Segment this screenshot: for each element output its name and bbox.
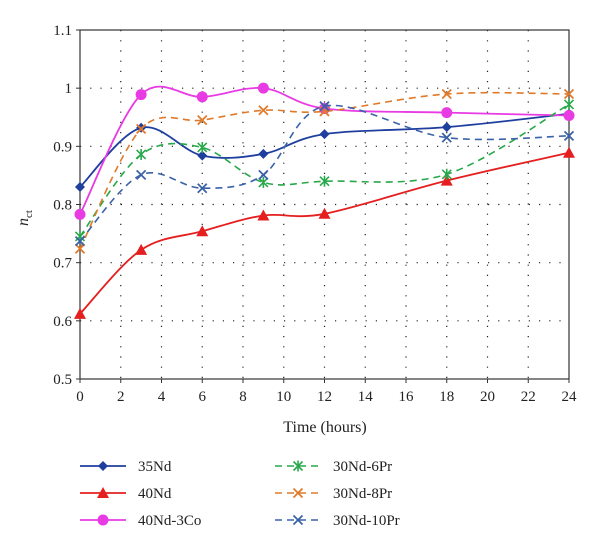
data-point-40nd-3co: [441, 107, 453, 119]
data-point-35nd: [75, 182, 85, 193]
data-point-30nd-10pr: [319, 101, 330, 112]
data-point-30nd-8pr: [563, 88, 575, 100]
data-point-30nd-6pr: [563, 98, 575, 110]
series-30nd-8pr: [74, 88, 575, 254]
series-30nd-6pr: [74, 98, 575, 242]
x-tick-label: 20: [480, 389, 495, 405]
data-point-30nd-8pr: [74, 243, 86, 254]
data-point-30nd-8pr: [441, 88, 452, 100]
series-line-30nd-8pr: [79, 91, 570, 250]
legend-item-35nd: 35Nd: [80, 459, 172, 475]
legend-marker: [98, 461, 108, 471]
x-tick-label: 4: [158, 389, 166, 405]
legend-marker: [292, 514, 304, 526]
axis-ticks: 0 2 4 6 8 10 12 14 16 18 20 22 240.50.60.70.80.911.1: [53, 23, 577, 405]
data-point-30nd-10pr: [441, 132, 452, 143]
data-point-40nd-3co: [563, 110, 575, 122]
legend-label: 35Nd: [138, 459, 172, 475]
data-point-30nd-8pr: [135, 123, 147, 135]
x-tick-label: 16: [399, 389, 415, 405]
data-point-35nd: [319, 129, 330, 140]
legend-item-30nd-10pr: 30Nd-10Pr: [275, 513, 400, 529]
y-tick-label: 0.5: [53, 372, 72, 388]
legend-label: 30Nd-8Pr: [333, 486, 392, 502]
y-tick-label: 0.7: [53, 256, 72, 272]
data-point-40nd-3co: [196, 91, 208, 103]
legend-item-40nd: 40Nd: [80, 486, 172, 502]
data-point-40nd: [440, 174, 453, 186]
x-tick-label: 8: [239, 389, 247, 405]
y-tick-label: 1: [65, 81, 73, 97]
data-point-30nd-8pr: [258, 105, 269, 116]
legend-item-30nd-8pr: 30Nd-8Pr: [275, 486, 392, 502]
data-point-40nd-3co: [135, 89, 147, 101]
x-tick-label: 10: [276, 389, 291, 405]
legend-label: 40Nd-3Co: [138, 513, 201, 529]
data-point-40nd-3co: [74, 208, 86, 220]
y-tick-label: 1.1: [53, 23, 72, 39]
x-tick-label: 24: [562, 389, 578, 405]
data-point-30nd-10pr: [135, 169, 147, 180]
y-axis-label: nct: [15, 210, 35, 226]
data-point-30nd-10pr: [197, 183, 208, 194]
legend-item-30nd-6pr: 30Nd-6Pr: [275, 459, 392, 475]
legend-item-40nd-3co: 40Nd-3Co: [80, 513, 201, 529]
data-point-35nd: [441, 122, 452, 133]
data-point-40nd: [257, 209, 270, 221]
data-point-30nd-8pr: [197, 115, 208, 126]
x-tick-label: 18: [439, 389, 454, 405]
data-point-40nd: [135, 243, 148, 255]
legend-label: 40Nd: [138, 486, 172, 502]
x-axis-label: Time (hours): [283, 419, 366, 436]
y-tick-label: 0.9: [53, 139, 72, 155]
x-tick-label: 0: [76, 389, 84, 405]
legend-label: 30Nd-6Pr: [333, 459, 392, 475]
legend-marker: [292, 487, 304, 499]
data-point-35nd: [258, 148, 269, 159]
y-axis-label-main: n: [15, 218, 32, 226]
x-tick-label: 12: [317, 389, 332, 405]
legend-label: 30Nd-10Pr: [333, 513, 400, 529]
data-point-30nd-10pr: [74, 236, 86, 247]
series-30nd-10pr: [74, 101, 575, 247]
legend-marker: [97, 487, 109, 498]
data-point-30nd-6pr: [197, 141, 208, 153]
y-axis-label-sub: ct: [23, 210, 35, 218]
x-tick-label: 6: [199, 389, 207, 405]
data-point-40nd: [196, 225, 209, 237]
data-point-30nd-6pr: [441, 168, 452, 180]
x-tick-label: 2: [117, 389, 125, 405]
series-lines: [74, 82, 575, 319]
legend-marker: [97, 514, 109, 526]
series-40nd: [74, 146, 575, 319]
data-point-40nd: [74, 307, 86, 319]
data-point-30nd-6pr: [319, 175, 330, 187]
series-40nd-3co: [74, 82, 575, 220]
x-tick-label: 14: [358, 389, 374, 405]
data-point-30nd-6pr: [136, 148, 147, 160]
x-tick-label: 22: [521, 389, 536, 405]
data-point-40nd: [318, 207, 331, 219]
grid: [80, 30, 569, 379]
legend-marker: [292, 460, 304, 472]
legend: 35Nd 40Nd 40Nd-3Co 30Nd-6Pr 30Nd-8Pr 30Nd-10P…: [80, 459, 400, 529]
data-point-35nd: [197, 150, 208, 161]
data-point-40nd-3co: [257, 82, 269, 94]
y-tick-label: 0.8: [53, 198, 72, 214]
data-point-40nd: [563, 146, 575, 158]
y-tick-label: 0.6: [53, 314, 72, 330]
data-point-30nd-6pr: [258, 176, 269, 188]
data-point-30nd-10pr: [563, 130, 575, 141]
data-point-30nd-10pr: [258, 169, 269, 180]
